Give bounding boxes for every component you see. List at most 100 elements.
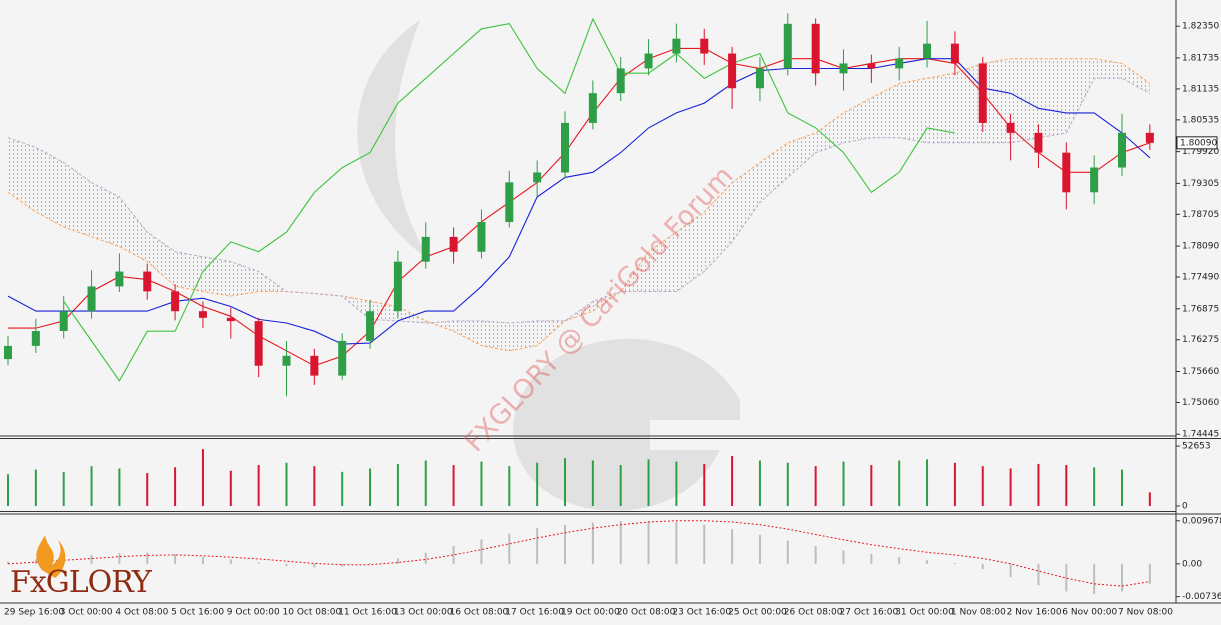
volume-bar [675,461,678,506]
x-tick-label: 29 Sep 16:00 [4,608,64,618]
macd-bar [981,563,984,570]
macd-bar [146,552,149,564]
macd-bar [536,528,539,564]
y-tick-label: 1.76875 [1182,304,1219,314]
macd-bar [1037,563,1040,586]
macd-bar [285,563,288,567]
candle-body [115,271,124,287]
x-tick-label: 6 Nov 00:00 [1062,608,1117,618]
volume-bar [285,462,288,506]
x-tick-label: 1 Nov 08:00 [951,608,1006,618]
candle-body [1118,132,1126,168]
cloud-segment [8,137,36,212]
candle-body [561,122,569,173]
macd-bar [591,522,594,564]
macd-bar [1093,563,1096,595]
y-tick-label: 1.81135 [1182,84,1219,94]
x-tick-label: 9 Oct 00:00 [227,608,280,618]
candle-body [1034,132,1043,153]
cloud-segment [91,182,120,247]
candle-body [4,345,12,360]
macd-bar [758,534,761,564]
macd-bar [564,524,566,564]
volume-bar [981,466,984,506]
y-tick-label: 1.75060 [1182,398,1219,408]
cloud-segment [342,296,371,320]
macd-bar [229,559,232,564]
candle-body [226,317,235,322]
macd-bar [842,550,845,564]
volume-bar [591,460,594,506]
macd-bar [731,529,734,564]
macd-bar [480,539,483,564]
macd-bar [647,521,650,564]
macd-bar [1065,563,1068,592]
volume-bar [842,461,845,506]
candle-body [783,23,792,69]
macd-bar [898,557,901,564]
candle-body [1090,167,1099,193]
macd-bar [396,558,399,564]
cloud-segment [481,320,510,351]
cloud-segment [732,162,760,242]
macd-bar [118,553,121,564]
plot-area [4,13,1154,595]
candle-body [895,58,904,69]
x-tick-label: 19 Oct 00:00 [561,608,620,618]
volume-bar [424,460,427,506]
x-tick-label: 5 Oct 16:00 [171,608,224,618]
candle-body [198,311,207,318]
cloud-segment [1094,58,1122,79]
volume-bar [953,462,956,506]
volume-bar [257,465,260,506]
y-tick-label: 1.75660 [1182,367,1219,377]
x-tick-label: 7 Nov 08:00 [1118,608,1173,618]
volume-bar [452,465,455,506]
cloud-segment [759,142,788,203]
cloud-segment [370,301,398,321]
volume-bar [619,465,622,506]
volume-bar [341,471,344,506]
volume-bar [536,462,539,506]
y-tick-label: -0.007369 [1182,592,1221,602]
y-tick-label: 0 [1182,502,1188,512]
cloud-segment [453,320,482,346]
macd-bar [814,546,817,564]
y-tick-label: 1.74445 [1182,430,1219,440]
candle-body [1145,132,1154,143]
volume-bar [313,466,316,506]
candle-body [1062,152,1071,193]
volume-bar [201,449,204,506]
volume-bar [229,470,232,506]
y-tick-label: 1.79920 [1182,147,1219,157]
candle-body [923,43,932,59]
cloud-segment [509,320,538,351]
y-tick-label: 1.78090 [1182,242,1219,252]
macd-bar [90,554,93,564]
x-tick-label: 10 Oct 08:00 [283,608,342,618]
cloud-boundary [7,58,1151,352]
candle-body [700,38,709,54]
cloud-segment [175,251,203,292]
cloud-segment [147,232,176,287]
candle-body [143,271,152,292]
cloud-segment [1122,63,1150,94]
volume-bar [898,460,901,506]
y-tick-label: 0.009678 [1182,516,1221,526]
macd-bar [786,540,789,564]
y-tick-label: 1.78705 [1182,210,1219,220]
volume-bar [508,466,511,506]
macd-bar [424,552,427,564]
candle-body [282,355,291,366]
y-tick-label: 0.00 [1182,559,1202,569]
volume-bar [564,458,566,506]
macd-bar [675,522,678,564]
volume-bar [174,467,177,506]
candle-body [533,172,542,183]
volume-bar [1093,467,1096,506]
cloud-segment [815,112,844,153]
volume-bar [1065,465,1068,506]
indicator-line [7,58,1151,345]
macd-bar [1148,563,1151,584]
volume-bar [703,463,706,506]
